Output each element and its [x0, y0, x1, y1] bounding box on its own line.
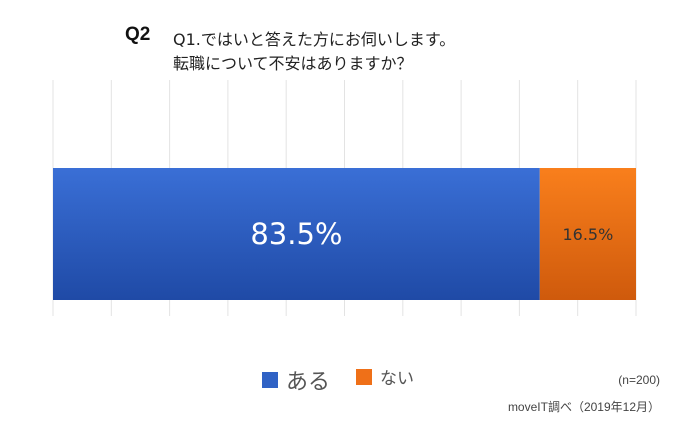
- bar-segments: [53, 168, 636, 300]
- data-label-aru: 83.5%: [250, 217, 342, 251]
- sample-size-note: (n=200): [618, 373, 660, 387]
- legend: ある ない: [0, 364, 700, 396]
- legend-item-nai: ない: [356, 364, 414, 389]
- legend-label-aru: ある: [286, 370, 331, 395]
- data-label-nai: 16.5%: [562, 225, 613, 244]
- legend-item-aru: ある: [262, 364, 330, 396]
- data-labels: 83.5% 16.5%: [250, 217, 613, 251]
- question-number: Q2: [125, 24, 151, 45]
- legend-label-nai: ない: [380, 369, 414, 389]
- source-note: moveIT調べ（2019年12月）: [507, 400, 660, 414]
- question-text-line-1: Q1.ではいと答えた方にお伺いします。: [173, 30, 456, 49]
- bar-segment-aru: [53, 168, 540, 300]
- legend-swatch-nai: [356, 368, 372, 385]
- question-text-line-2: 転職について不安はありますか？: [173, 54, 413, 73]
- legend-swatch-aru: [262, 372, 278, 388]
- bar-segment-nai: [539, 168, 636, 300]
